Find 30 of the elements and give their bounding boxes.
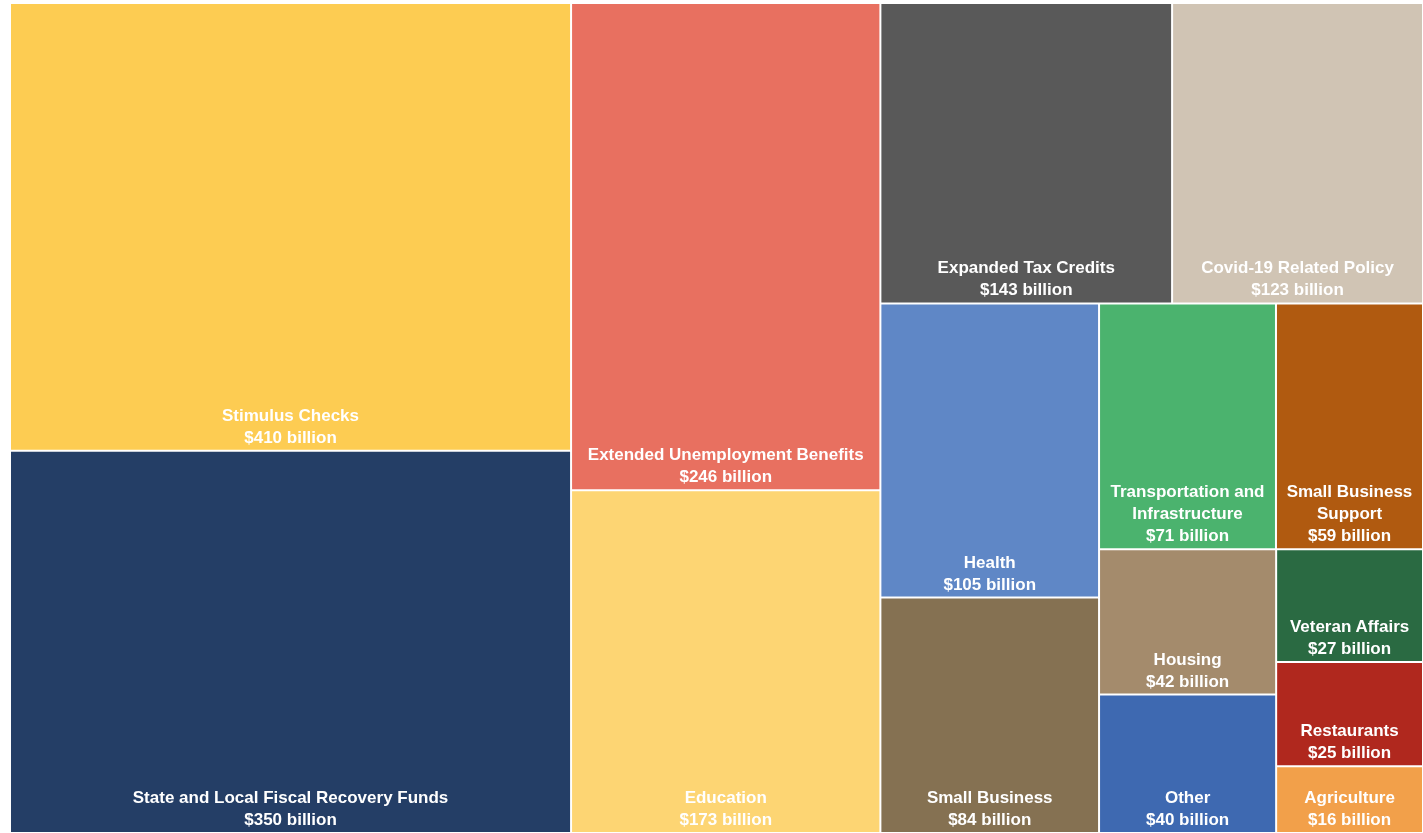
category-label: Expanded Tax Credits xyxy=(937,258,1115,278)
data-label: $123 billion xyxy=(1251,280,1344,300)
category-label: Restaurants xyxy=(1300,721,1399,741)
category-label: Education xyxy=(684,788,767,807)
category-label: Housing xyxy=(1153,649,1222,669)
category-label: Small Business xyxy=(926,788,1053,807)
category-label: Veteran Affairs xyxy=(1289,616,1410,636)
data-label: $42 billion xyxy=(1146,671,1230,691)
data-label: $410 billion xyxy=(244,427,337,447)
data-label: $59 billion xyxy=(1307,526,1392,546)
data-label: $16 billion xyxy=(1308,810,1392,829)
category-label: Covid-19 Related Policy xyxy=(1201,258,1395,278)
data-label: $27 billion xyxy=(1308,638,1392,658)
category-label: Small Business Support xyxy=(1286,482,1413,524)
data-label: $71 billion xyxy=(1145,526,1230,546)
category-label: State and Local Fiscal Recovery Funds xyxy=(132,788,449,807)
category-label: Health xyxy=(963,552,1016,572)
data-label: $25 billion xyxy=(1308,743,1392,763)
category-label: Stimulus Checks xyxy=(222,405,360,425)
data-label: $173 billion xyxy=(679,810,773,829)
data-label: $246 billion xyxy=(679,467,773,487)
data-label: $105 billion xyxy=(943,574,1037,594)
data-label: $143 billion xyxy=(979,280,1073,300)
category-label: Other xyxy=(1164,788,1211,807)
data-label: $40 billion xyxy=(1146,810,1230,829)
data-label: $350 billion xyxy=(244,810,337,829)
category-label: Transportation and Infrastructure xyxy=(1110,482,1265,524)
category-label: Extended Unemployment Benefits xyxy=(587,445,864,465)
data-label: $84 billion xyxy=(948,810,1032,829)
category-label: Agriculture xyxy=(1304,788,1395,807)
